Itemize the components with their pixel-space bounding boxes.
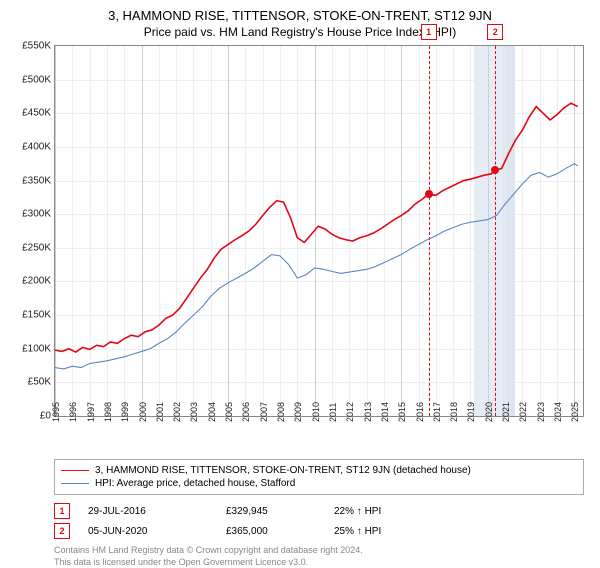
- transaction-price: £329,945: [226, 506, 316, 517]
- y-tick-label: £150K: [11, 310, 51, 321]
- marker-number-box: 1: [421, 24, 437, 40]
- marker-number-box: 2: [487, 24, 503, 40]
- chart-container: 3, HAMMOND RISE, TITTENSOR, STOKE-ON-TRE…: [0, 0, 600, 560]
- sale-marker: [425, 190, 433, 198]
- legend-item: HPI: Average price, detached house, Staf…: [61, 477, 577, 490]
- y-tick-label: £0: [11, 411, 51, 422]
- chart-title: 3, HAMMOND RISE, TITTENSOR, STOKE-ON-TRE…: [12, 8, 588, 23]
- transaction-date: 05-JUN-2020: [88, 526, 208, 537]
- transaction-row: 1 29-JUL-2016 £329,945 22% ↑ HPI: [54, 501, 584, 521]
- footer-line: Contains HM Land Registry data © Crown c…: [54, 545, 588, 557]
- y-tick-label: £250K: [11, 242, 51, 253]
- y-tick-label: £50K: [11, 377, 51, 388]
- legend: 3, HAMMOND RISE, TITTENSOR, STOKE-ON-TRE…: [54, 459, 584, 495]
- y-tick-label: £400K: [11, 141, 51, 152]
- legend-label: HPI: Average price, detached house, Staf…: [95, 478, 295, 489]
- series-price_paid: [55, 103, 578, 352]
- sale-marker: [491, 166, 499, 174]
- transaction-marker-box: 2: [54, 523, 70, 539]
- footer-attribution: Contains HM Land Registry data © Crown c…: [54, 545, 588, 568]
- footer-line: This data is licensed under the Open Gov…: [54, 557, 588, 568]
- series-hpi: [55, 164, 578, 369]
- y-tick-label: £450K: [11, 108, 51, 119]
- legend-swatch: [61, 470, 89, 471]
- transaction-marker-box: 1: [54, 503, 70, 519]
- y-tick-label: £200K: [11, 276, 51, 287]
- y-tick-label: £300K: [11, 209, 51, 220]
- y-tick-label: £500K: [11, 74, 51, 85]
- transaction-price: £365,000: [226, 526, 316, 537]
- legend-swatch: [61, 483, 89, 484]
- transaction-table: 1 29-JUL-2016 £329,945 22% ↑ HPI 2 05-JUN-202…: [54, 501, 584, 541]
- transaction-row: 2 05-JUN-2020 £365,000 25% ↑ HPI: [54, 521, 584, 541]
- transaction-delta: 22% ↑ HPI: [334, 506, 424, 517]
- plot-area: £0£50K£100K£150K£200K£250K£300K£350K£400…: [54, 45, 584, 417]
- legend-label: 3, HAMMOND RISE, TITTENSOR, STOKE-ON-TRE…: [95, 465, 471, 476]
- y-tick-label: £350K: [11, 175, 51, 186]
- transaction-delta: 25% ↑ HPI: [334, 526, 424, 537]
- y-tick-label: £550K: [11, 41, 51, 52]
- legend-item: 3, HAMMOND RISE, TITTENSOR, STOKE-ON-TRE…: [61, 464, 577, 477]
- y-tick-label: £100K: [11, 343, 51, 354]
- transaction-date: 29-JUL-2016: [88, 506, 208, 517]
